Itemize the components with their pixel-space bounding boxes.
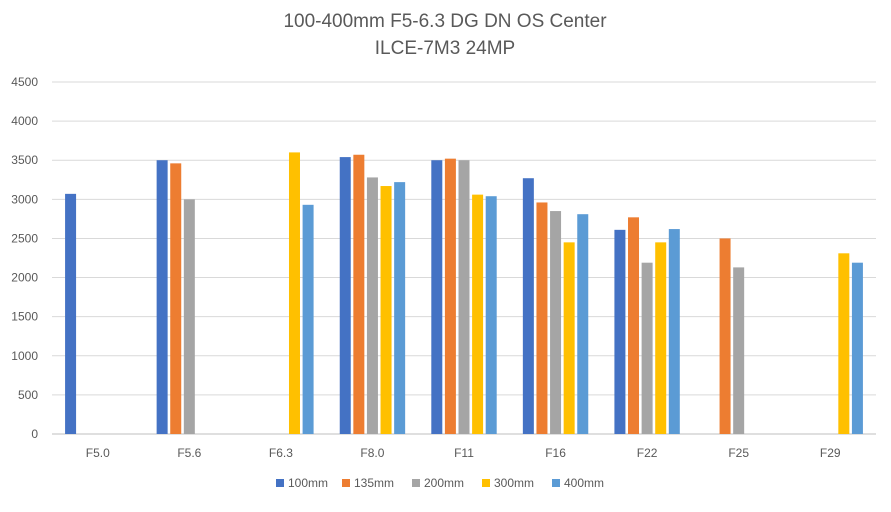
- y-tick-label: 3500: [11, 153, 38, 167]
- y-tick-label: 2500: [11, 231, 38, 245]
- y-tick-label: 1000: [11, 349, 38, 363]
- y-tick-label: 0: [31, 427, 38, 441]
- x-tick-label: F8.0: [360, 446, 384, 460]
- y-tick-label: 4500: [11, 75, 38, 89]
- bar-100mm-F22: [614, 229, 626, 434]
- x-tick-label: F11: [454, 446, 474, 460]
- legend: 100mm 135mm 200mm 300mm 400mm: [276, 476, 604, 490]
- bar-135mm-F25: [719, 238, 731, 434]
- legend-swatch-400mm: [552, 479, 560, 487]
- bar-400mm-F22: [668, 229, 680, 434]
- legend-label: 135mm: [354, 476, 394, 490]
- bar-200mm-F5.6: [183, 199, 195, 434]
- bar-100mm-F16: [522, 178, 534, 434]
- legend-label: 100mm: [288, 476, 328, 490]
- x-tick-label: F16: [545, 446, 566, 460]
- bar-135mm-F8.0: [353, 154, 365, 434]
- legend-label: 200mm: [424, 476, 464, 490]
- y-axis: 0 500 1000 1500 2000 2500 3000 3500 4000 4500: [11, 75, 38, 441]
- bars: [65, 152, 863, 435]
- bar-135mm-F5.6: [170, 163, 182, 434]
- legend-swatch-300mm: [482, 479, 490, 487]
- bar-135mm-F22: [628, 217, 640, 434]
- bar-100mm-F11: [431, 160, 443, 434]
- bar-135mm-F16: [536, 202, 548, 434]
- legend-swatch-100mm: [276, 479, 284, 487]
- x-tick-label: F29: [820, 446, 841, 460]
- bar-100mm-F5.0: [65, 193, 77, 434]
- y-tick-label: 2000: [11, 271, 38, 285]
- x-tick-label: F25: [728, 446, 749, 460]
- x-tick-label: F5.0: [86, 446, 110, 460]
- bar-300mm-F8.0: [380, 186, 392, 434]
- chart-title: 100-400mm F5-6.3 DG DN OS Center: [283, 11, 607, 32]
- y-tick-label: 4000: [11, 114, 38, 128]
- bar-100mm-F8.0: [339, 157, 351, 435]
- legend-label: 400mm: [564, 476, 604, 490]
- bar-300mm-F16: [563, 242, 575, 434]
- bar-400mm-F6.3: [302, 204, 314, 434]
- x-axis: F5.0 F5.6 F6.3 F8.0 F11 F16 F22 F25 F29: [86, 446, 841, 460]
- legend-swatch-135mm: [342, 479, 350, 487]
- legend-swatch-200mm: [412, 479, 420, 487]
- bar-300mm-F6.3: [288, 152, 300, 434]
- bar-400mm-F16: [577, 214, 589, 434]
- bar-400mm-F29: [851, 262, 863, 434]
- bar-200mm-F11: [458, 160, 470, 434]
- y-tick-label: 1500: [11, 310, 38, 324]
- bar-135mm-F11: [444, 158, 456, 434]
- bar-300mm-F29: [838, 253, 850, 434]
- bar-200mm-F25: [733, 267, 745, 434]
- bar-200mm-F8.0: [366, 177, 378, 435]
- x-tick-label: F5.6: [177, 446, 201, 460]
- bar-200mm-F16: [550, 211, 562, 434]
- bar-300mm-F11: [472, 194, 484, 434]
- x-tick-label: F22: [637, 446, 658, 460]
- y-tick-label: 3000: [11, 192, 38, 206]
- chart-subtitle: ILCE-7M3 24MP: [375, 38, 515, 59]
- x-tick-label: F6.3: [269, 446, 293, 460]
- bar-400mm-F8.0: [394, 182, 406, 434]
- bar-300mm-F22: [655, 242, 667, 434]
- bar-200mm-F22: [641, 262, 653, 434]
- y-tick-label: 500: [18, 388, 38, 402]
- bar-400mm-F11: [485, 196, 497, 434]
- bar-100mm-F5.6: [156, 160, 168, 434]
- legend-label: 300mm: [494, 476, 534, 490]
